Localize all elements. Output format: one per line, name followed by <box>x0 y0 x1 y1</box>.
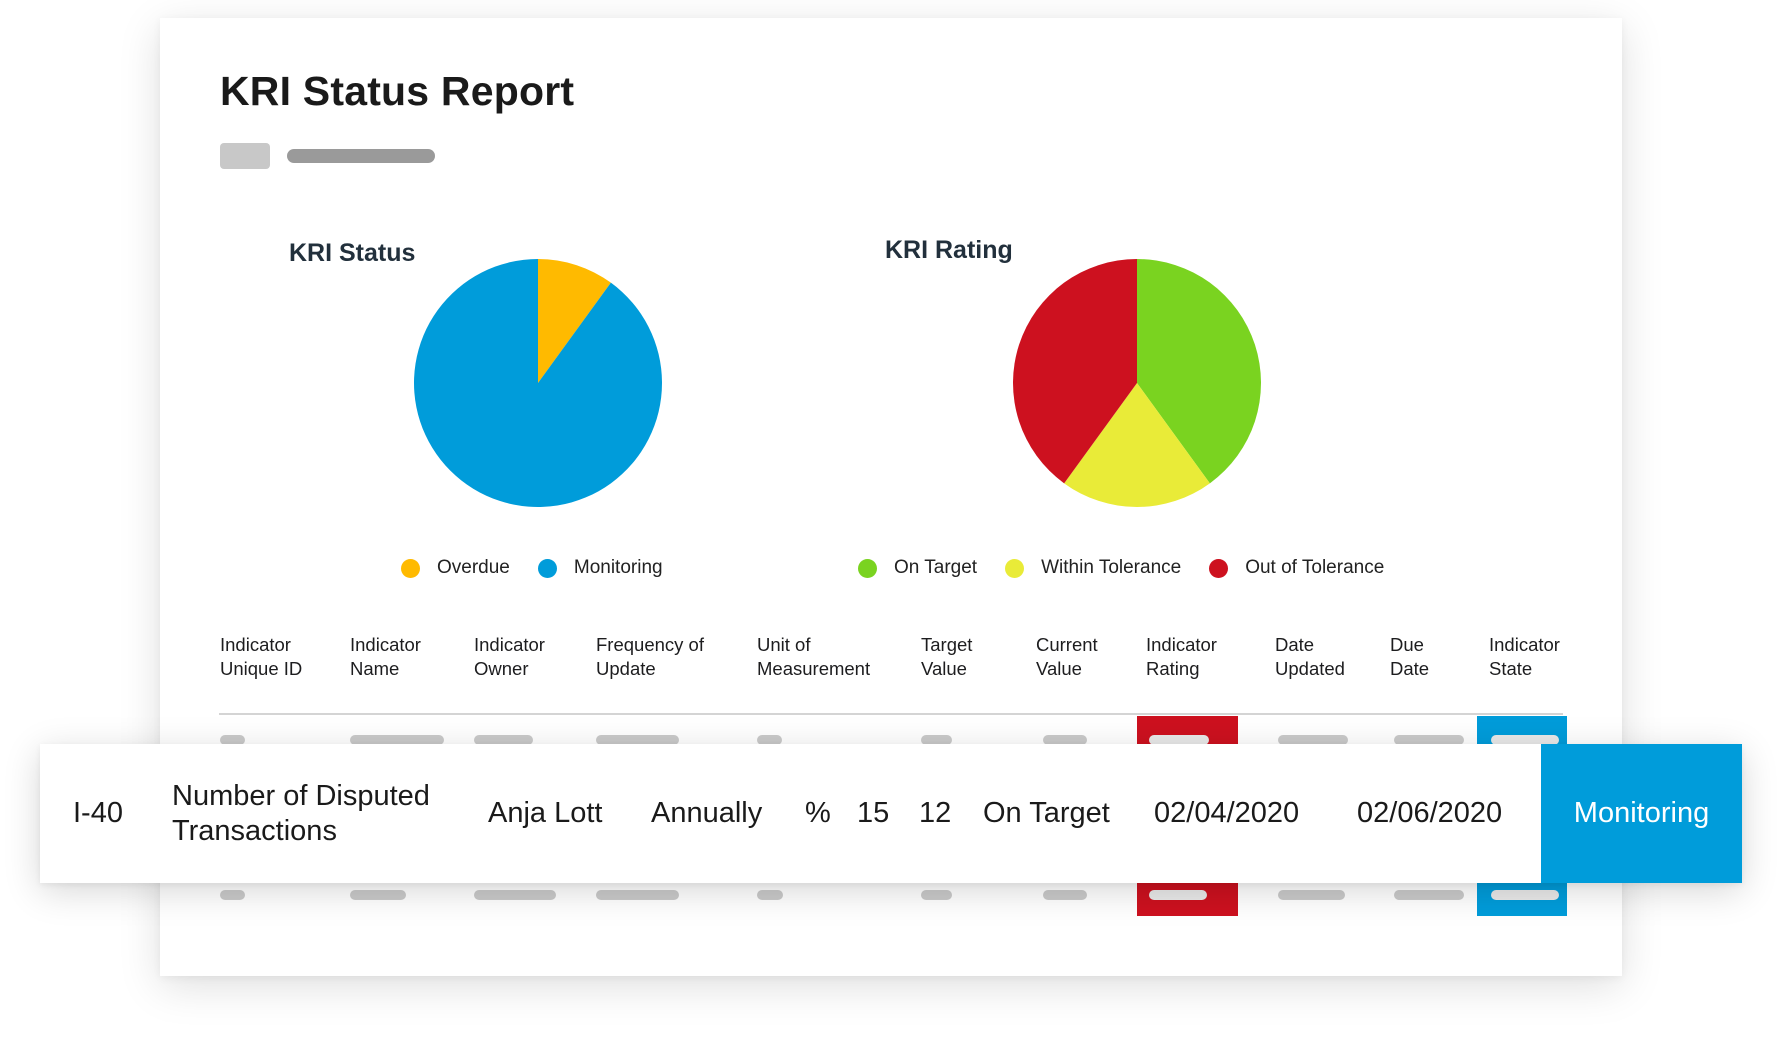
col-header-name: Indicator Name <box>350 634 421 679</box>
table-header-divider <box>219 713 1563 715</box>
table-row-skeleton <box>596 735 679 745</box>
table-row-skeleton <box>757 890 783 900</box>
table-row-skeleton <box>350 890 406 900</box>
cell-indicator-rating: On Target <box>983 797 1110 829</box>
pie-chart-rating <box>1013 259 1261 507</box>
placeholder-subtitle <box>287 149 435 163</box>
legend-dot-icon <box>401 558 420 578</box>
cell-indicator-name: Number of Disputed Transactions <box>172 779 430 847</box>
legend-label: Out of Tolerance <box>1245 557 1385 578</box>
pie-slice-within-tolerance <box>1064 383 1210 507</box>
legend-label: On Target <box>894 557 978 578</box>
table-row-skeleton <box>1491 735 1559 745</box>
legend-label: Monitoring <box>573 557 663 578</box>
table-row-skeleton <box>1278 890 1345 900</box>
pie-slice-on-target <box>1137 259 1261 484</box>
legend-item-overdue: Overdue <box>401 557 510 579</box>
legend-item-within-tolerance: Within Tolerance <box>1005 557 1181 579</box>
table-row-skeleton <box>1278 735 1348 745</box>
cell-unit: % <box>805 797 831 829</box>
table-row-skeleton <box>1149 890 1207 900</box>
table-row-skeleton <box>474 735 533 745</box>
table-row-skeleton <box>596 890 679 900</box>
col-header-state: Indicator State <box>1489 634 1560 679</box>
cell-current-value: 12 <box>919 797 952 829</box>
table-row-skeleton <box>350 735 444 745</box>
legend-label: Within Tolerance <box>1041 557 1182 578</box>
cell-due-date: 02/06/2020 <box>1357 797 1503 829</box>
cell-target-value: 15 <box>857 797 890 829</box>
col-header-unit: Unit of Measurement <box>757 634 871 679</box>
table-row-skeleton <box>1491 890 1559 900</box>
legend-label: Overdue <box>437 557 510 578</box>
chart-title-rating: KRI Rating <box>885 236 1013 264</box>
table-row-skeleton <box>921 890 952 900</box>
cell-owner: Anja Lott <box>488 797 603 829</box>
table-row-skeleton <box>1394 735 1464 745</box>
cell-date-updated: 02/04/2020 <box>1154 797 1300 829</box>
col-header-date-updated: Date Updated <box>1275 634 1345 679</box>
legend-dot-icon <box>858 558 877 578</box>
col-header-frequency: Frequency of Update <box>596 634 704 679</box>
legend-dot-icon <box>537 558 557 578</box>
page-title: KRI Status Report <box>220 68 575 114</box>
table-row-skeleton <box>1043 890 1087 900</box>
legend-status: Overdue Monitoring <box>401 557 691 579</box>
table-row-skeleton <box>757 735 782 745</box>
indicator-state-button[interactable]: Monitoring <box>1541 744 1742 883</box>
legend-dot-icon <box>1209 558 1229 578</box>
cell-frequency: Annually <box>651 797 763 829</box>
table-row-skeleton <box>1149 735 1209 745</box>
table-row-skeleton <box>220 735 245 745</box>
legend-item-out-of-tolerance: Out of Tolerance <box>1209 557 1384 579</box>
cell-unique-id: I-40 <box>73 797 123 829</box>
table-row-skeleton <box>220 890 245 900</box>
table-row-skeleton <box>921 735 952 745</box>
placeholder-badge <box>220 143 270 169</box>
legend-rating: On Target Within Tolerance Out of Toleranc… <box>858 557 1412 579</box>
pie-slice-out-of-tolerance <box>1013 259 1137 484</box>
chart-title-status: KRI Status <box>289 239 416 267</box>
pie-slice-overdue <box>538 259 611 383</box>
table-row-skeleton <box>474 890 556 900</box>
pie-slice-monitoring <box>414 259 662 507</box>
col-header-current: Current Value <box>1036 634 1098 679</box>
table-row-skeleton <box>1043 735 1087 745</box>
col-header-rating: Indicator Rating <box>1146 634 1217 679</box>
highlighted-table-row[interactable]: I-40 Number of Disputed Transactions Anj… <box>40 744 1742 883</box>
legend-item-monitoring: Monitoring <box>537 557 663 579</box>
pie-chart-status <box>414 259 662 507</box>
legend-dot-icon <box>1005 558 1025 578</box>
col-header-owner: Indicator Owner <box>474 634 545 679</box>
col-header-target: Target Value <box>921 634 973 679</box>
legend-item-on-target: On Target <box>858 557 977 579</box>
col-header-unique-id: Indicator Unique ID <box>220 634 303 679</box>
col-header-due-date: Due Date <box>1390 634 1430 679</box>
table-row-skeleton <box>1394 890 1464 900</box>
